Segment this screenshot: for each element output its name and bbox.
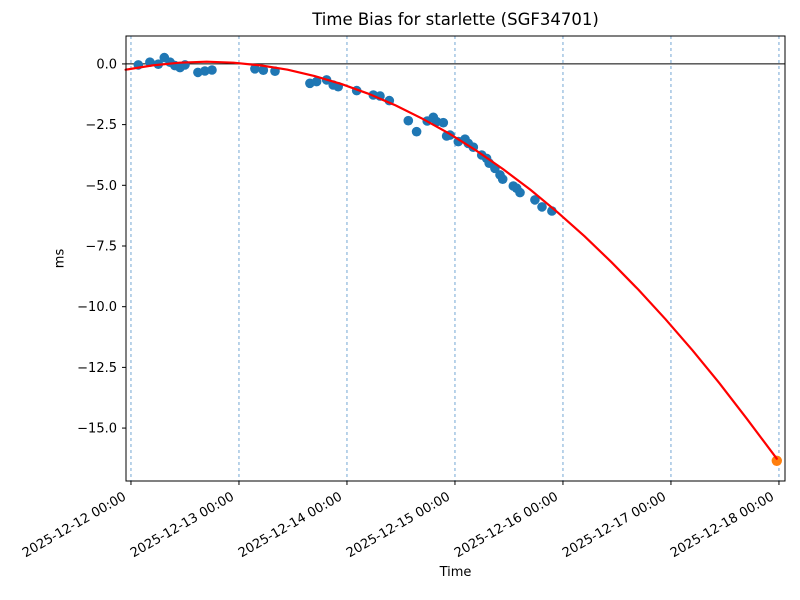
- y-tick-label: −5.0: [85, 179, 117, 194]
- y-axis-label: ms: [52, 248, 68, 269]
- observed-time-bias-point: [497, 174, 508, 184]
- observed-time-bias-point: [438, 117, 449, 128]
- observed-time-bias-point: [515, 187, 525, 198]
- predicted-time-bias-point: [771, 455, 782, 466]
- chart-title: Time Bias for starlette (SGF34701): [312, 10, 599, 29]
- observed-time-bias-point: [258, 65, 269, 75]
- axes-spines: [125, 35, 786, 482]
- y-tick-label: −15.0: [77, 422, 117, 437]
- x-axis-label: Time: [439, 565, 472, 580]
- y-tick-label: 0.0: [96, 57, 117, 72]
- x-tick-label: 2025-12-14 00:00: [236, 489, 345, 561]
- x-tick-label: 2025-12-12 00:00: [20, 489, 129, 561]
- y-tick-label: −10.0: [77, 300, 117, 315]
- observed-time-bias-point: [250, 64, 260, 74]
- x-tick-label: 2025-12-13 00:00: [128, 489, 237, 561]
- x-tick-label: 2025-12-18 00:00: [668, 489, 777, 561]
- x-tick-label: 2025-12-17 00:00: [560, 489, 669, 561]
- observed-time-bias-point: [411, 126, 422, 137]
- observed-time-bias-point: [311, 76, 322, 87]
- x-tick-label: 2025-12-15 00:00: [344, 489, 453, 561]
- y-tick-label: −2.5: [85, 118, 117, 133]
- observed-time-bias-point: [530, 195, 540, 205]
- y-tick-label: −7.5: [85, 239, 117, 254]
- observed-time-bias-point: [200, 66, 210, 76]
- y-tick-label: −12.5: [77, 361, 117, 376]
- observed-time-bias-point: [207, 65, 217, 75]
- quadratic-fit-curve-line: [124, 60, 778, 460]
- x-tick-label: 2025-12-16 00:00: [452, 489, 561, 561]
- observed-time-bias-point: [403, 115, 414, 126]
- observed-time-bias-point: [537, 202, 547, 212]
